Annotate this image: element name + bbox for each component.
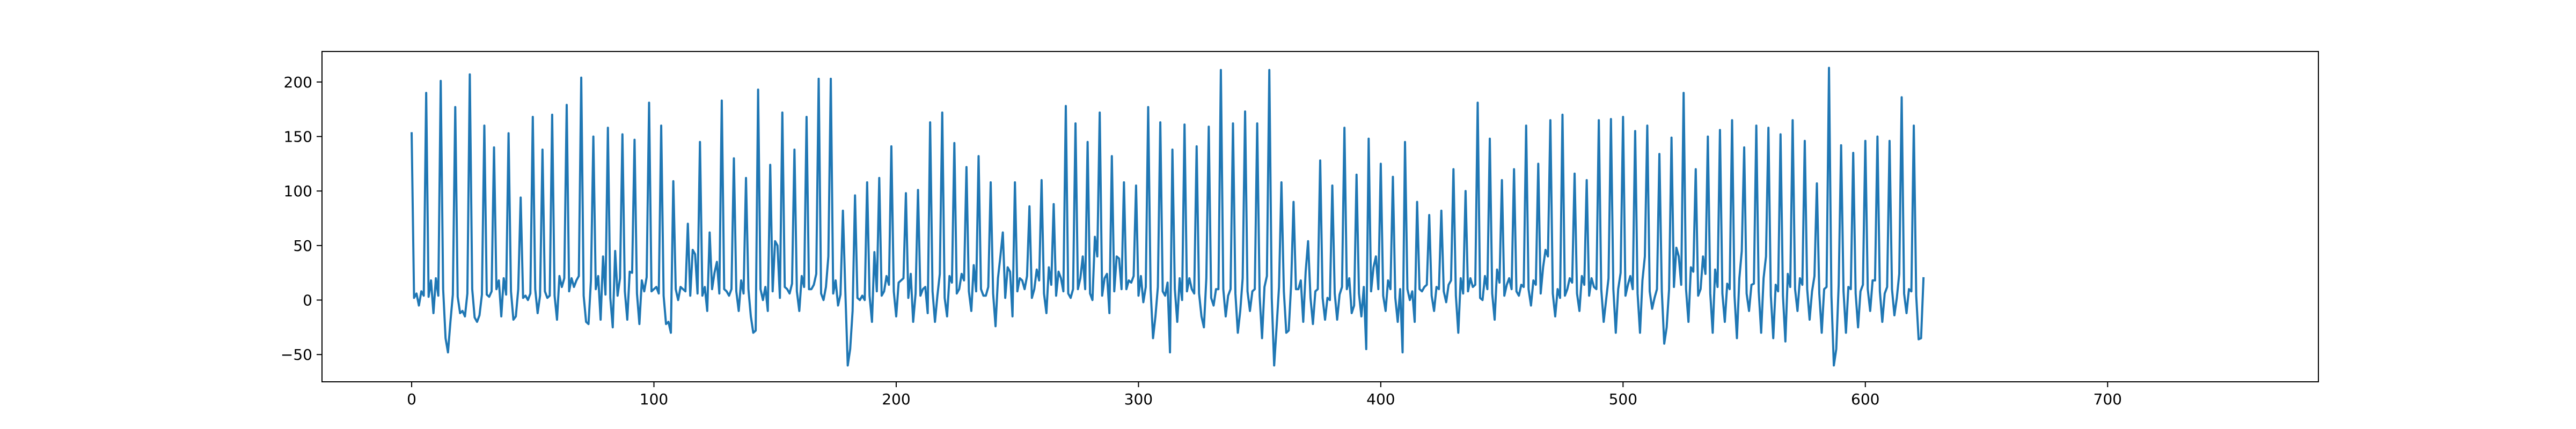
x-tick-label: 200 bbox=[882, 390, 910, 408]
y-tick-label: −50 bbox=[281, 346, 312, 364]
axes-frame bbox=[321, 51, 2319, 382]
x-tick-label: 500 bbox=[1609, 390, 1637, 408]
plot-area bbox=[321, 51, 2319, 382]
series-line bbox=[411, 66, 1925, 367]
x-tick-label: 600 bbox=[1851, 390, 1879, 408]
x-tick-label: 700 bbox=[2094, 390, 2122, 408]
y-tick-label: 100 bbox=[284, 182, 312, 200]
y-tick-label: 200 bbox=[284, 73, 312, 91]
y-tick-label: 50 bbox=[293, 237, 312, 255]
y-tick-label: 150 bbox=[284, 128, 312, 146]
x-tick-label: 100 bbox=[640, 390, 668, 408]
y-axis: −50 0 50 100 150 200 bbox=[281, 73, 322, 364]
x-tick-label: 0 bbox=[407, 390, 416, 408]
x-axis: 0 100 200 300 400 500 600 700 bbox=[407, 382, 2122, 408]
y-tick-label: 0 bbox=[303, 292, 312, 309]
x-tick-label: 400 bbox=[1366, 390, 1395, 408]
x-tick-label: 300 bbox=[1124, 390, 1153, 408]
